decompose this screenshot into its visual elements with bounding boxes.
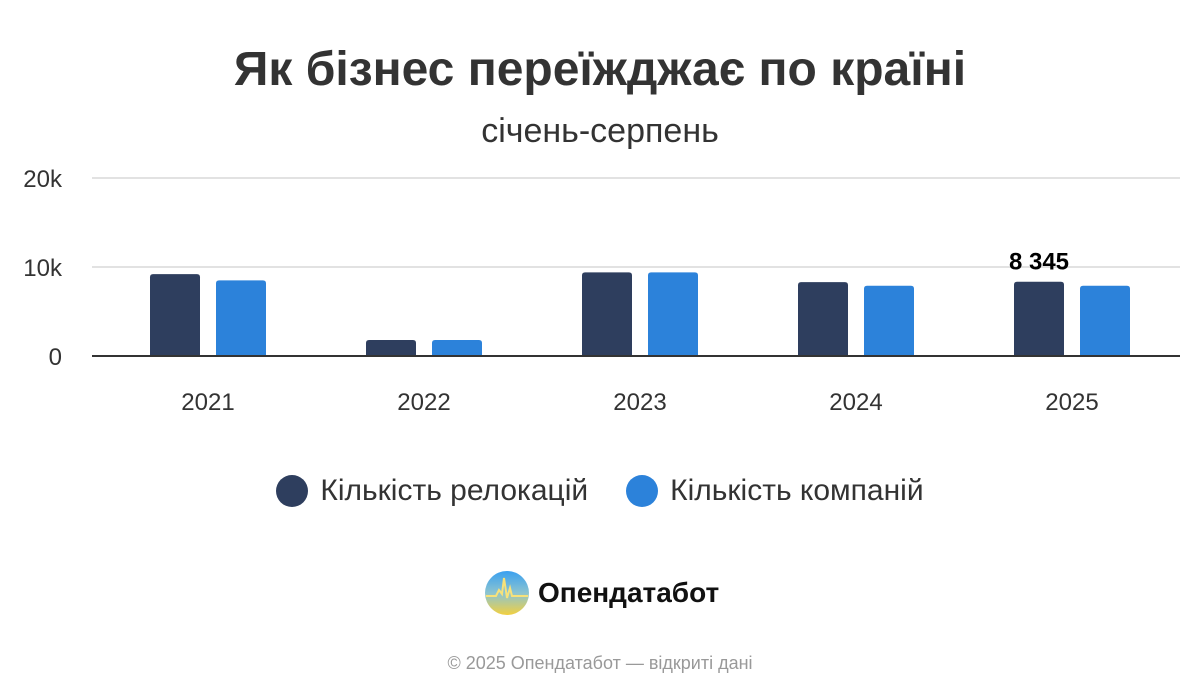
y-tick-label: 10k	[23, 255, 63, 282]
bar	[366, 339, 416, 356]
x-tick-label: 2021	[181, 389, 234, 416]
legend-swatch	[626, 475, 659, 507]
x-tick-label: 2025	[1045, 389, 1098, 416]
bar	[1014, 281, 1064, 356]
logo-icon	[485, 571, 529, 615]
x-tick-label: 2022	[397, 389, 450, 416]
bar	[582, 272, 632, 356]
x-tick-label: 2023	[613, 389, 666, 416]
bar	[798, 282, 848, 356]
legend: Кількість релокацій Кількість компаній	[0, 474, 1200, 508]
data-label: 8 345	[1009, 249, 1069, 276]
legend-item-companies[interactable]: Кількість компаній	[626, 474, 924, 508]
footer-copyright: © 2025 Опендатабот — відкриті дані	[447, 653, 753, 673]
bar-chart: 0 10k 20k 2021 2022 2023 2024 2025 8 345	[23, 166, 1180, 416]
chart-subtitle: січень-серпень	[481, 112, 719, 150]
bar	[432, 339, 482, 356]
bar	[1080, 285, 1130, 356]
x-tick-label: 2024	[829, 389, 882, 416]
y-tick-label: 20k	[23, 166, 63, 193]
bar	[216, 280, 266, 356]
legend-swatch	[276, 475, 309, 507]
bar	[150, 274, 200, 356]
legend-label: Кількість релокацій	[320, 474, 589, 507]
logo-text: Опендатабот	[538, 577, 720, 608]
legend-item-relocations[interactable]: Кількість релокацій	[276, 474, 588, 508]
opendatabot-logo: Опендатабот	[484, 570, 719, 616]
chart-title: Як бізнес переїжджає по країні	[233, 43, 967, 96]
bar	[864, 285, 914, 356]
legend-label: Кількість компаній	[670, 474, 924, 507]
y-tick-label: 0	[49, 344, 62, 371]
bar	[648, 272, 698, 356]
